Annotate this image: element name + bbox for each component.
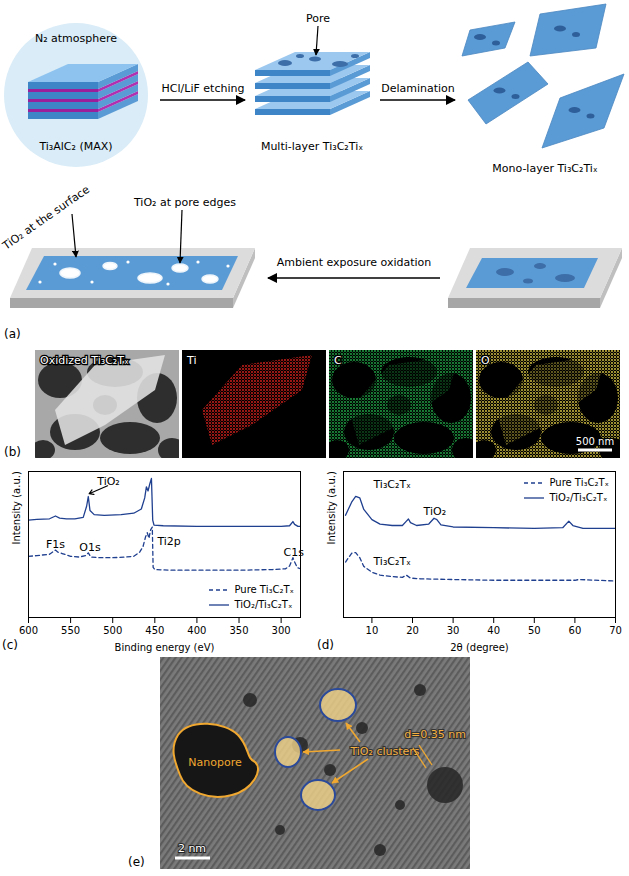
svg-text:70: 70: [609, 625, 622, 636]
svg-text:O: O: [481, 354, 490, 367]
svg-text:Intensity (a.u.): Intensity (a.u.): [11, 471, 22, 544]
svg-text:Nanopore: Nanopore: [188, 756, 242, 769]
svg-text:400: 400: [187, 625, 206, 636]
svg-text:500: 500: [103, 625, 122, 636]
svg-text:TiO₂: TiO₂: [96, 475, 120, 488]
html-text:(d): (d): [317, 638, 334, 652]
svg-text:TiO₂ at pore edges: TiO₂ at pore edges: [133, 196, 236, 209]
svg-text:Delamination: Delamination: [381, 82, 455, 95]
svg-text:Ti₃AlC₂ (MAX): Ti₃AlC₂ (MAX): [38, 140, 112, 153]
svg-text:600: 600: [19, 625, 38, 636]
svg-text:N₂ atmosphere: N₂ atmosphere: [35, 32, 117, 45]
svg-text:Multi-layer Ti₃C₂Tiₓ: Multi-layer Ti₃C₂Tiₓ: [261, 140, 363, 153]
html-text:TiO₂/Ti₃C₂Tₓ: TiO₂/Ti₃C₂Tₓ: [549, 492, 608, 503]
svg-text:(a): (a): [4, 327, 21, 341]
svg-text:C1s: C1s: [284, 546, 305, 559]
svg-text:(e): (e): [128, 855, 145, 869]
svg-text:d=0.35 nm: d=0.35 nm: [404, 728, 466, 741]
svg-text:O1s: O1s: [79, 541, 101, 554]
svg-text:TiO₂ clusters: TiO₂ clusters: [349, 745, 419, 758]
svg-text:20: 20: [406, 625, 419, 636]
svg-text:450: 450: [145, 625, 164, 636]
svg-text:60: 60: [569, 625, 582, 636]
svg-text:HCl/LiF etching: HCl/LiF etching: [162, 82, 245, 95]
svg-text:(b): (b): [4, 445, 21, 459]
svg-text:500 nm: 500 nm: [576, 436, 614, 447]
svg-text:Ti₃C₂Tₓ: Ti₃C₂Tₓ: [372, 478, 411, 491]
svg-text:2 nm: 2 nm: [178, 842, 206, 855]
html-text:Pure Ti₃C₂Tₓ: Pure Ti₃C₂Tₓ: [234, 584, 294, 595]
svg-text:50: 50: [528, 625, 541, 636]
svg-text:C: C: [334, 354, 342, 367]
svg-text:30: 30: [447, 625, 460, 636]
svg-text:550: 550: [61, 625, 80, 636]
svg-text:Ti₃C₂Tₓ: Ti₃C₂Tₓ: [372, 555, 411, 568]
html-text:TiO₂/Ti₃C₂Tₓ: TiO₂/Ti₃C₂Tₓ: [234, 599, 293, 610]
svg-text:Ambient exposure oxidation: Ambient exposure oxidation: [277, 256, 432, 269]
svg-text:Pore: Pore: [306, 12, 330, 25]
svg-text:Mono-layer Ti₃C₂Tiₓ: Mono-layer Ti₃C₂Tiₓ: [492, 162, 598, 175]
svg-text:Intensity (a.u.): Intensity (a.u.): [326, 471, 337, 544]
svg-text:Oxidized Ti₃C₂Tₓ: Oxidized Ti₃C₂Tₓ: [40, 354, 129, 367]
svg-text:300: 300: [272, 625, 291, 636]
svg-text:2θ (degree): 2θ (degree): [450, 642, 509, 653]
html-text:Pure Ti₃C₂Tₓ: Pure Ti₃C₂Tₓ: [549, 477, 609, 488]
svg-text:Ti2p: Ti2p: [156, 535, 180, 548]
svg-text:40: 40: [487, 625, 500, 636]
svg-text:TiO₂: TiO₂: [423, 505, 447, 518]
svg-text:350: 350: [229, 625, 248, 636]
svg-text:TiO₂ at the surface: TiO₂ at the surface: [0, 183, 92, 253]
svg-text:F1s: F1s: [46, 538, 65, 551]
svg-text:10: 10: [366, 625, 379, 636]
svg-text:Binding energy (eV): Binding energy (eV): [115, 642, 215, 653]
html-text:(c): (c): [2, 638, 18, 652]
svg-text:Ti: Ti: [186, 354, 196, 367]
